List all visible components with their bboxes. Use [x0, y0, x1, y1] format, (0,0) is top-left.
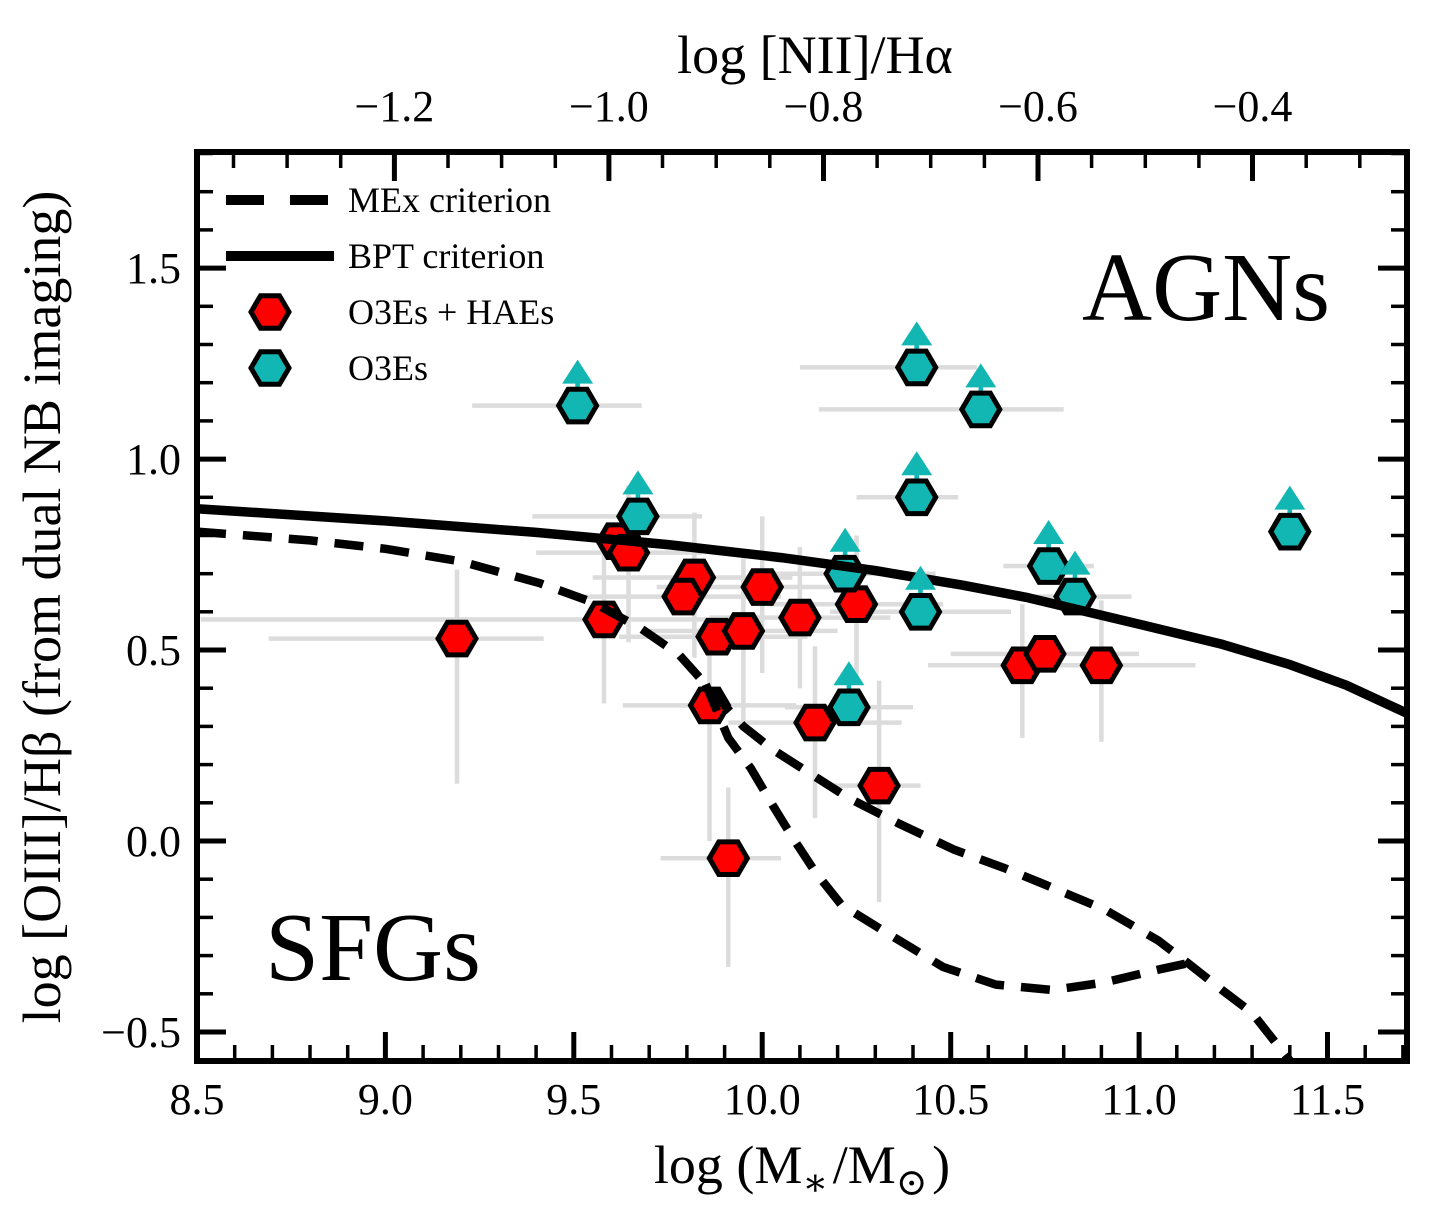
teal-hexagon-marker: [555, 386, 600, 425]
legend-item-o3es-haes: O3Es + HAEs: [248, 292, 554, 332]
mex-criterion-line-path: [196, 527, 1294, 1064]
arrow-shaft: [978, 381, 984, 397]
plot-frame: [194, 149, 1410, 1064]
arrow-shaft: [635, 488, 641, 504]
tick-label: −0.6: [998, 82, 1078, 131]
hexagon-sample: [248, 349, 292, 387]
tick-label: 9.0: [358, 1075, 413, 1124]
bpt-criterion-line: [196, 503, 1409, 718]
legend-item-bpt: BPT criterion: [226, 236, 544, 276]
up-arrow-icon: [833, 661, 865, 686]
teal-hexagon-marker: [958, 390, 1003, 429]
tick-label: 9.5: [546, 1075, 601, 1124]
legend-item-o3es: O3Es: [248, 348, 428, 388]
tick-label: 0.0: [126, 817, 181, 866]
arrow-shaft: [1046, 538, 1051, 553]
legend-label: MEx criterion: [348, 180, 551, 220]
teal-hexagon-marker: [827, 688, 871, 727]
legend: MEx criterion BPT criterion O3Es + HAEs O3E…: [226, 180, 554, 388]
tick-label: −0.8: [784, 82, 864, 131]
legend-label: BPT criterion: [348, 236, 544, 276]
arrow-shaft: [1072, 568, 1078, 584]
sfg-region-label: SFGs: [265, 894, 481, 1001]
arrow-shaft: [918, 583, 923, 599]
teal-hexagon-marker: [1026, 547, 1071, 585]
series-o3es: [555, 348, 1312, 727]
legend-item-mex: MEx criterion: [226, 180, 551, 220]
red-hexagon-marker: [721, 612, 766, 650]
arrow-shaft: [846, 679, 852, 695]
red-hexagon-marker: [857, 766, 901, 805]
mex-criterion-line-path: [701, 682, 1189, 995]
tick-label: −1.2: [354, 82, 434, 131]
bottom-tick-labels: 8.5 9.0 9.5 10.0 10.5 11.0 11.5: [170, 1075, 1366, 1124]
red-hexagon-marker: [435, 619, 479, 658]
series-o3es-haes: [435, 522, 1124, 877]
tick-label: 0.5: [126, 626, 181, 675]
y-axis-title: log [OIII]/Hβ (from dual NB imaging): [12, 191, 72, 1024]
bottom-axis-ticks: [194, 1032, 1405, 1058]
teal-hexagon-marker: [1267, 512, 1312, 551]
mex-criterion-line: [196, 527, 1294, 1064]
top-tick-labels: −1.2 −1.0 −0.8 −0.6 −0.4: [354, 82, 1292, 131]
tick-label: −0.4: [1213, 82, 1293, 131]
up-arrow-icon: [901, 321, 933, 346]
agn-region-label: AGNs: [1082, 234, 1330, 341]
legend-label: O3Es + HAEs: [348, 292, 554, 332]
teal-hexagon-marker: [615, 497, 660, 536]
red-hexagon-marker: [834, 585, 879, 624]
tick-label: 10.5: [912, 1075, 989, 1124]
lower-limit-shafts: [575, 339, 1293, 695]
teal-hexagon-marker: [898, 593, 943, 631]
bpt-criterion-line-path: [196, 503, 1409, 718]
red-hexagon-marker: [778, 598, 822, 637]
arrow-shaft: [914, 339, 919, 355]
tick-label: −1.0: [569, 82, 649, 131]
up-arrow-icon: [1033, 520, 1065, 544]
up-arrow-icon: [905, 565, 936, 590]
arrow-shaft: [575, 377, 580, 393]
left-tick-labels: 1.5 1.0 0.5 0.0 −0.5: [101, 244, 181, 1057]
up-arrow-icon: [562, 359, 594, 384]
arrow-shaft: [842, 545, 848, 561]
up-arrow-icon: [901, 451, 933, 476]
red-hexagon-marker: [706, 839, 751, 877]
tick-label: −0.5: [101, 1008, 181, 1057]
teal-hexagon-marker: [894, 348, 939, 387]
tick-label: 8.5: [170, 1075, 225, 1124]
right-axis-ticks: [1378, 151, 1404, 1035]
up-arrow-icon: [965, 363, 997, 388]
tick-label: 1.5: [126, 244, 181, 293]
legend-label: O3Es: [348, 348, 428, 388]
teal-hexagon-marker: [894, 478, 939, 517]
red-hexagon-marker: [661, 577, 706, 616]
up-arrow-icon: [1059, 550, 1091, 575]
top-axis-title: log [NII]/Hα: [677, 25, 953, 85]
tick-label: 1.0: [126, 435, 181, 484]
lower-limit-arrows: [562, 321, 1306, 686]
tick-label: 10.0: [724, 1075, 801, 1124]
left-axis-ticks: [200, 151, 226, 1035]
red-hexagon-marker: [793, 703, 837, 742]
red-hexagon-marker: [740, 568, 785, 606]
hexagon-sample: [248, 293, 292, 331]
up-arrow-icon: [1274, 485, 1306, 510]
tick-label: 11.5: [1290, 1075, 1365, 1124]
red-hexagon-marker: [1079, 646, 1124, 685]
red-hexagon-marker: [1022, 635, 1067, 673]
x-axis-title: log (M∗ /M⊙ ): [654, 1135, 950, 1204]
arrow-shaft: [914, 469, 919, 485]
tick-label: 11.0: [1101, 1075, 1176, 1124]
up-arrow-icon: [622, 470, 654, 495]
up-arrow-icon: [829, 527, 861, 552]
top-axis-ticks: [231, 155, 1362, 181]
arrow-shaft: [1287, 503, 1293, 519]
